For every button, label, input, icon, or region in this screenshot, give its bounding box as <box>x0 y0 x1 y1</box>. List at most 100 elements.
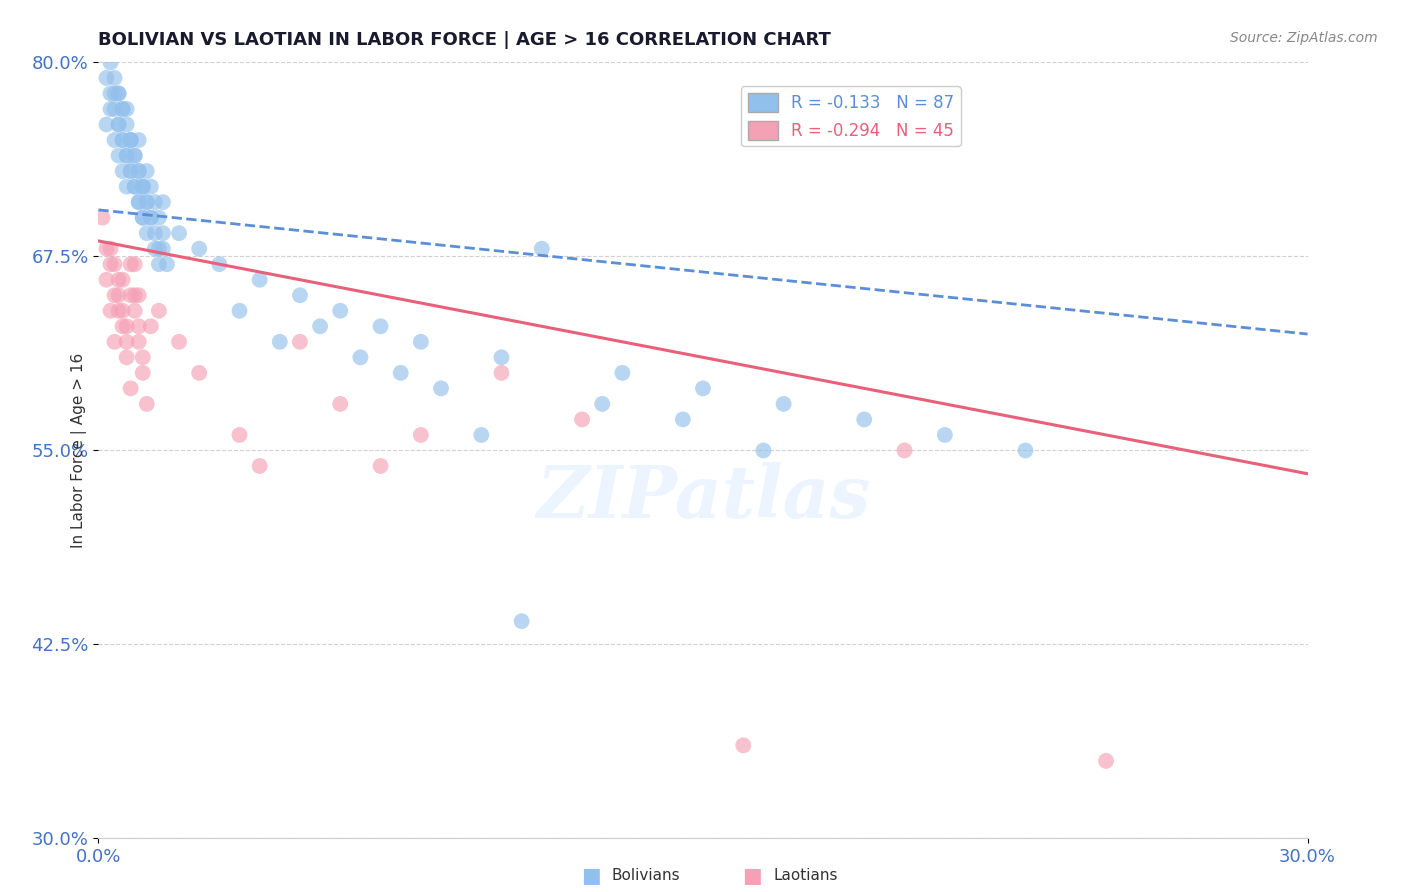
Point <box>124 303 146 318</box>
Point <box>288 334 311 349</box>
Point <box>111 319 134 334</box>
Point <box>135 164 157 178</box>
Point <box>491 351 513 365</box>
Point <box>100 242 122 256</box>
Point <box>107 273 129 287</box>
Point <box>96 242 118 256</box>
Point <box>370 319 392 334</box>
Point <box>612 366 634 380</box>
Point <box>107 118 129 132</box>
Point <box>124 288 146 302</box>
Point <box>111 133 134 147</box>
Point <box>115 148 138 162</box>
Point <box>96 273 118 287</box>
Point <box>309 319 332 334</box>
Point <box>120 381 142 395</box>
Point <box>107 148 129 162</box>
Point <box>1014 443 1036 458</box>
Point <box>167 334 190 349</box>
Point <box>491 366 513 380</box>
Point <box>772 397 794 411</box>
Point <box>692 381 714 395</box>
Point <box>135 195 157 210</box>
Point <box>91 211 114 225</box>
Point <box>128 195 150 210</box>
Text: Bolivians: Bolivians <box>612 869 681 883</box>
Point <box>132 179 155 194</box>
Point <box>103 102 125 116</box>
Point <box>115 118 138 132</box>
Point <box>124 179 146 194</box>
Point <box>143 242 166 256</box>
Point <box>208 257 231 271</box>
Point <box>107 118 129 132</box>
Point <box>103 87 125 101</box>
Point <box>1095 754 1118 768</box>
Point <box>148 303 170 318</box>
Point <box>120 133 142 147</box>
Point <box>115 148 138 162</box>
Legend: R = -0.133   N = 87, R = -0.294   N = 45: R = -0.133 N = 87, R = -0.294 N = 45 <box>741 87 960 146</box>
Point <box>752 443 775 458</box>
Text: BOLIVIAN VS LAOTIAN IN LABOR FORCE | AGE > 16 CORRELATION CHART: BOLIVIAN VS LAOTIAN IN LABOR FORCE | AGE… <box>98 31 831 49</box>
Point <box>107 87 129 101</box>
Point <box>111 164 134 178</box>
Point <box>132 351 155 365</box>
Point <box>139 319 162 334</box>
Point <box>148 211 170 225</box>
Point <box>132 366 155 380</box>
Point <box>111 133 134 147</box>
Point <box>115 179 138 194</box>
Point <box>111 102 134 116</box>
Point <box>893 443 915 458</box>
Point <box>249 458 271 473</box>
Point <box>115 351 138 365</box>
Point <box>409 428 432 442</box>
Text: ■: ■ <box>581 866 600 886</box>
Point <box>132 211 155 225</box>
Point <box>143 226 166 240</box>
Point <box>135 226 157 240</box>
Point <box>132 179 155 194</box>
Point <box>124 148 146 162</box>
Point <box>103 257 125 271</box>
Point <box>128 133 150 147</box>
Text: ■: ■ <box>742 866 762 886</box>
Point <box>733 739 755 753</box>
Point <box>510 614 533 628</box>
Text: ZIPatlas: ZIPatlas <box>536 461 870 533</box>
Point <box>152 195 174 210</box>
Point <box>120 133 142 147</box>
Point <box>135 195 157 210</box>
Point <box>128 195 150 210</box>
Point <box>853 412 876 426</box>
Point <box>571 412 593 426</box>
Point <box>167 226 190 240</box>
Point <box>934 428 956 442</box>
Point <box>591 397 613 411</box>
Point <box>128 334 150 349</box>
Point <box>128 319 150 334</box>
Point <box>120 164 142 178</box>
Point <box>152 226 174 240</box>
Point <box>329 303 352 318</box>
Point <box>96 118 118 132</box>
Point <box>128 288 150 302</box>
Point <box>120 257 142 271</box>
Point <box>111 273 134 287</box>
Point <box>132 211 155 225</box>
Point <box>329 397 352 411</box>
Point <box>103 133 125 147</box>
Point <box>96 70 118 85</box>
Point <box>124 257 146 271</box>
Point <box>148 242 170 256</box>
Point <box>103 334 125 349</box>
Point <box>128 164 150 178</box>
Point <box>409 334 432 349</box>
Point <box>135 397 157 411</box>
Point <box>111 102 134 116</box>
Point <box>672 412 695 426</box>
Point <box>120 133 142 147</box>
Point <box>148 257 170 271</box>
Point <box>139 211 162 225</box>
